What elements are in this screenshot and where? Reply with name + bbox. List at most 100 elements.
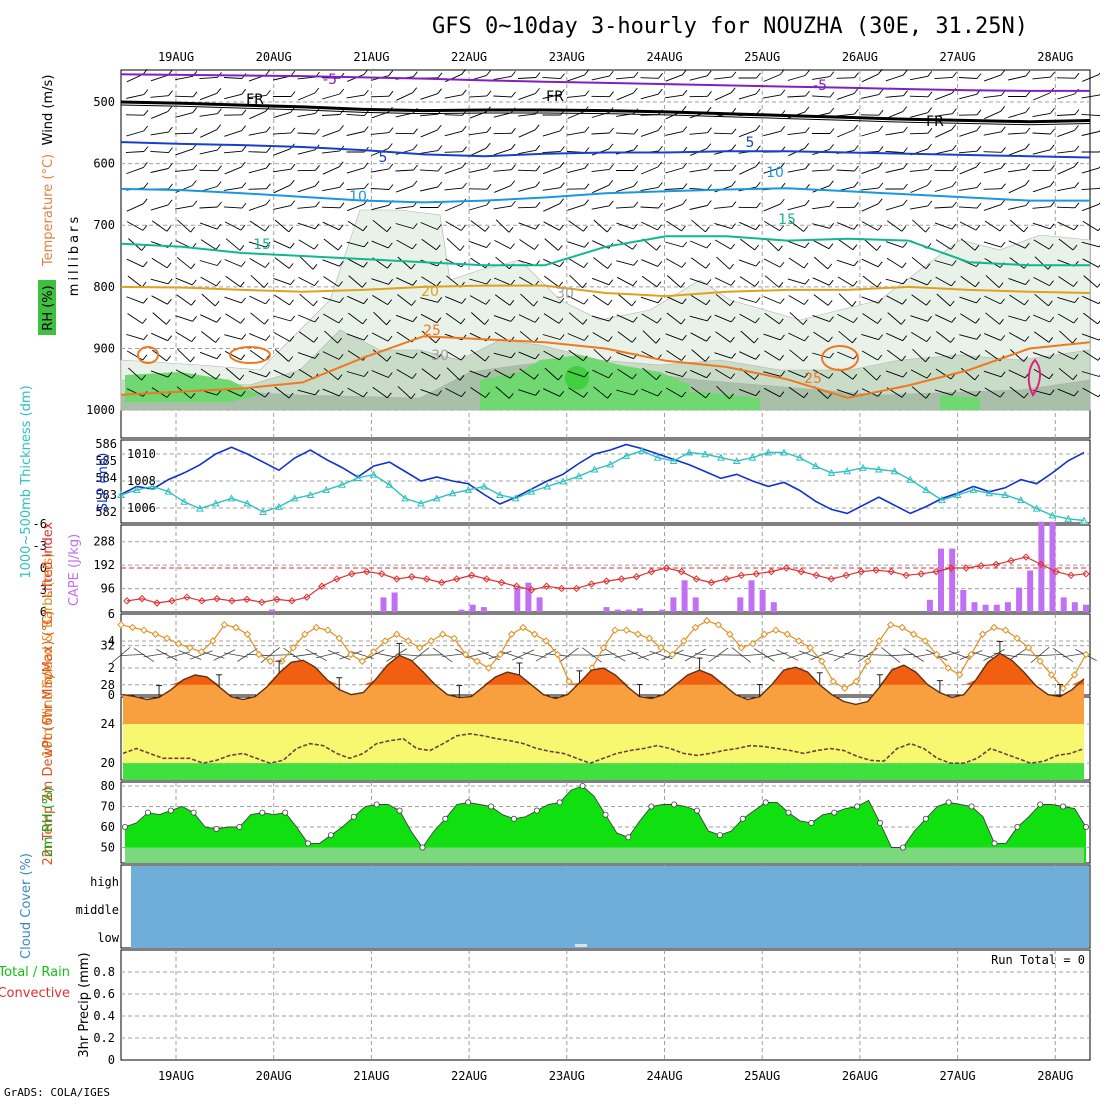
precip-tick: 0.6 <box>93 987 115 1001</box>
wind-barb-flag <box>879 126 883 131</box>
wind-barb-flag <box>977 74 981 79</box>
wind-barb <box>740 239 754 250</box>
wind-barb <box>692 220 706 232</box>
wind-barb <box>690 76 707 80</box>
wind-barb-flag <box>217 109 221 114</box>
wind-barb <box>224 335 241 340</box>
wind-barb <box>837 223 854 230</box>
temperature-contour-blob <box>230 347 270 363</box>
wind-barb-flag <box>706 263 710 268</box>
wind-barb <box>544 222 560 230</box>
wind-barb-flag <box>143 225 147 230</box>
rh-marker <box>511 816 516 821</box>
wind-barb <box>128 276 142 287</box>
wind-barb-flag <box>462 90 466 95</box>
wind-barb-flag <box>242 203 246 208</box>
wind-barb-flag <box>241 262 245 267</box>
wind-speed-marker <box>152 631 158 637</box>
wind-barb <box>420 94 437 100</box>
wind-barb-flag <box>291 92 295 97</box>
wind-barb <box>812 224 829 229</box>
wind-barb <box>567 205 584 211</box>
wind-barb-flag <box>683 184 687 189</box>
wind-barb-flag <box>634 224 638 229</box>
wind-barb <box>616 207 634 208</box>
wind-speed-marker <box>842 685 848 691</box>
contour-label: 15 <box>778 212 796 228</box>
wind-barb-flag <box>1050 108 1054 113</box>
wind-barb-flag <box>1050 224 1054 229</box>
wind-barb <box>151 333 167 340</box>
wind-barb-flag <box>633 281 637 286</box>
wind-barb <box>224 207 242 208</box>
wind-barb-flag <box>217 88 221 93</box>
wind-barb <box>714 170 732 171</box>
wind-barb <box>347 95 365 98</box>
wind-barb-flag <box>1001 106 1005 111</box>
wind-barb <box>396 93 412 101</box>
wind-barb <box>666 204 683 210</box>
wind-barb <box>322 187 340 190</box>
cape-bar <box>670 597 676 612</box>
pressure-tick: 700 <box>93 218 115 232</box>
wind-barb <box>959 151 977 153</box>
wind-barb-flag <box>708 185 712 190</box>
wind-barb <box>641 94 658 99</box>
wind-barb <box>518 187 535 192</box>
wind-barb <box>447 238 460 250</box>
wind-barb-flag <box>509 227 513 232</box>
wind-barb <box>420 151 438 154</box>
wind-barb <box>714 77 732 79</box>
wind-barb <box>200 150 218 154</box>
wind-barb-flag <box>414 165 418 170</box>
wind-barb <box>910 206 928 209</box>
contour-label: -5 <box>813 78 827 94</box>
wind-barb <box>690 169 708 172</box>
wind-barb-flag <box>560 262 564 267</box>
wind-barb-flag <box>414 129 418 134</box>
wind-barb <box>1008 112 1025 117</box>
wind-barb <box>322 151 340 153</box>
wind-barb-flag <box>193 316 197 321</box>
wind-barb-flag <box>315 88 319 93</box>
wind-barb <box>250 350 265 360</box>
wind-barb-flag <box>560 183 564 188</box>
wind-barb <box>1082 114 1100 115</box>
wind-barb-flag <box>806 91 810 96</box>
wind-barb-flag <box>168 164 172 169</box>
wind-barb-flag <box>462 126 466 131</box>
temperature-contour-blob <box>138 347 158 363</box>
wind-barb <box>201 277 217 286</box>
wind-barb <box>985 221 1000 231</box>
date-label-bottom: 19AUG <box>158 1069 194 1083</box>
rh-marker <box>900 845 905 850</box>
wind-barb-flag <box>1026 128 1030 133</box>
rh-marker <box>969 804 974 809</box>
wind-barb-flag <box>218 166 222 171</box>
wind-barb <box>152 350 166 361</box>
wind-barb <box>1010 220 1024 232</box>
wind-barb-flag <box>707 71 711 76</box>
wind-barb-flag <box>438 146 442 151</box>
wind-barb <box>862 74 878 82</box>
wind-barb <box>128 314 143 324</box>
date-label-bottom: 20AUG <box>256 1069 292 1083</box>
wind-barb-flag <box>780 262 784 267</box>
wind-barb-flag <box>217 182 221 187</box>
wind-barb-flag <box>854 224 858 229</box>
wind-barb <box>152 221 167 232</box>
cape-bar <box>927 600 933 612</box>
wind-barb <box>936 240 951 250</box>
wind-barb <box>739 167 755 175</box>
wind-barb <box>910 170 928 172</box>
wind-barb-flag <box>1026 71 1030 76</box>
wind-barb <box>322 115 340 116</box>
wind-barb-flag <box>878 225 882 230</box>
wind-barb <box>861 95 879 99</box>
wind-barb <box>496 220 509 233</box>
wind-barb-flag <box>977 126 981 131</box>
wind-barb <box>200 261 217 266</box>
wind-barb <box>617 223 634 229</box>
wind-barb <box>1082 188 1100 189</box>
wind-barb-flag <box>634 202 638 207</box>
